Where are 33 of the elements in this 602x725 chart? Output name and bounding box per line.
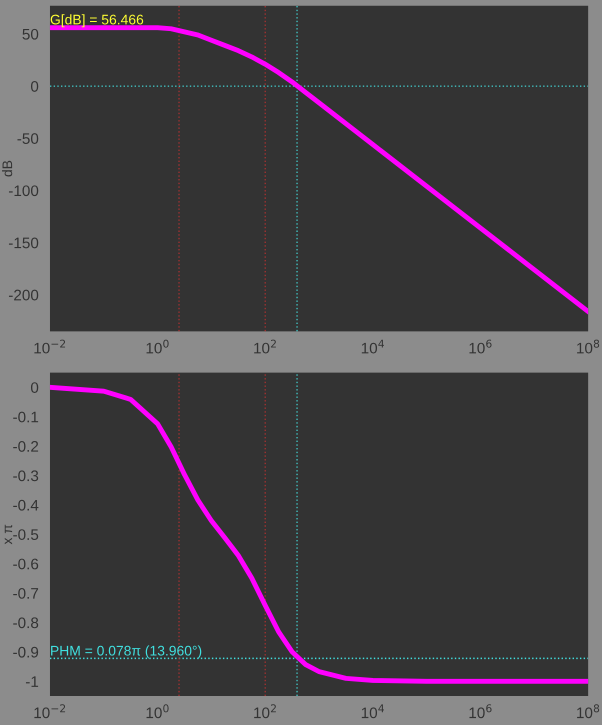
y-tick-label: -150 bbox=[8, 238, 38, 248]
x-tick-label: 10$^{2}$ bbox=[254, 704, 276, 718]
y-tick-label: -0.8 bbox=[13, 617, 38, 628]
x-tick-label: 10$^{6}$ bbox=[469, 340, 492, 354]
x-tick-label: 10$^{8}$ bbox=[577, 340, 600, 354]
y-tick-label: -0.1 bbox=[13, 412, 38, 422]
x-tick-label: 10$^{−2}$ bbox=[34, 340, 66, 354]
x-tick-label: 10$^{2}$ bbox=[254, 340, 276, 354]
y-tick-label: -100 bbox=[8, 185, 38, 196]
y-tick-label: -0.9 bbox=[13, 646, 38, 658]
y-tick-label: -200 bbox=[8, 290, 38, 300]
y-tick-label: -50 bbox=[17, 133, 38, 144]
x-tick-label: 10$^{4}$ bbox=[362, 340, 384, 354]
x-tick-label: 10$^{−2}$ bbox=[34, 704, 66, 718]
y-axis-title: x π bbox=[4, 524, 12, 544]
annotation: G[dB] = 56.466 bbox=[50, 14, 144, 28]
x-tick-label: 10$^{0}$ bbox=[146, 704, 169, 718]
y-tick-label: -0.6 bbox=[13, 558, 38, 570]
y-tick-label: -0.2 bbox=[13, 441, 38, 452]
y-tick-label: -0.7 bbox=[13, 588, 38, 599]
y-tick-label: -0.3 bbox=[13, 470, 38, 482]
x-tick-label: 10$^{6}$ bbox=[469, 704, 492, 718]
y-tick-label: -0.4 bbox=[13, 500, 38, 511]
annotation: PHM = 0.078π (13.960°) bbox=[51, 645, 202, 658]
y-tick-label: 0 bbox=[30, 382, 38, 394]
x-tick-label: 10$^{4}$ bbox=[362, 704, 384, 718]
y-axis-title: dB bbox=[2, 160, 12, 176]
y-tick-label: -0.5 bbox=[13, 529, 38, 540]
y-tick-label: -1 bbox=[26, 676, 38, 687]
y-tick-label: 0 bbox=[30, 81, 38, 92]
y-tick-label: 50 bbox=[22, 28, 38, 40]
x-tick-label: 10$^{8}$ bbox=[577, 704, 600, 718]
x-tick-label: 10$^{0}$ bbox=[146, 340, 169, 354]
